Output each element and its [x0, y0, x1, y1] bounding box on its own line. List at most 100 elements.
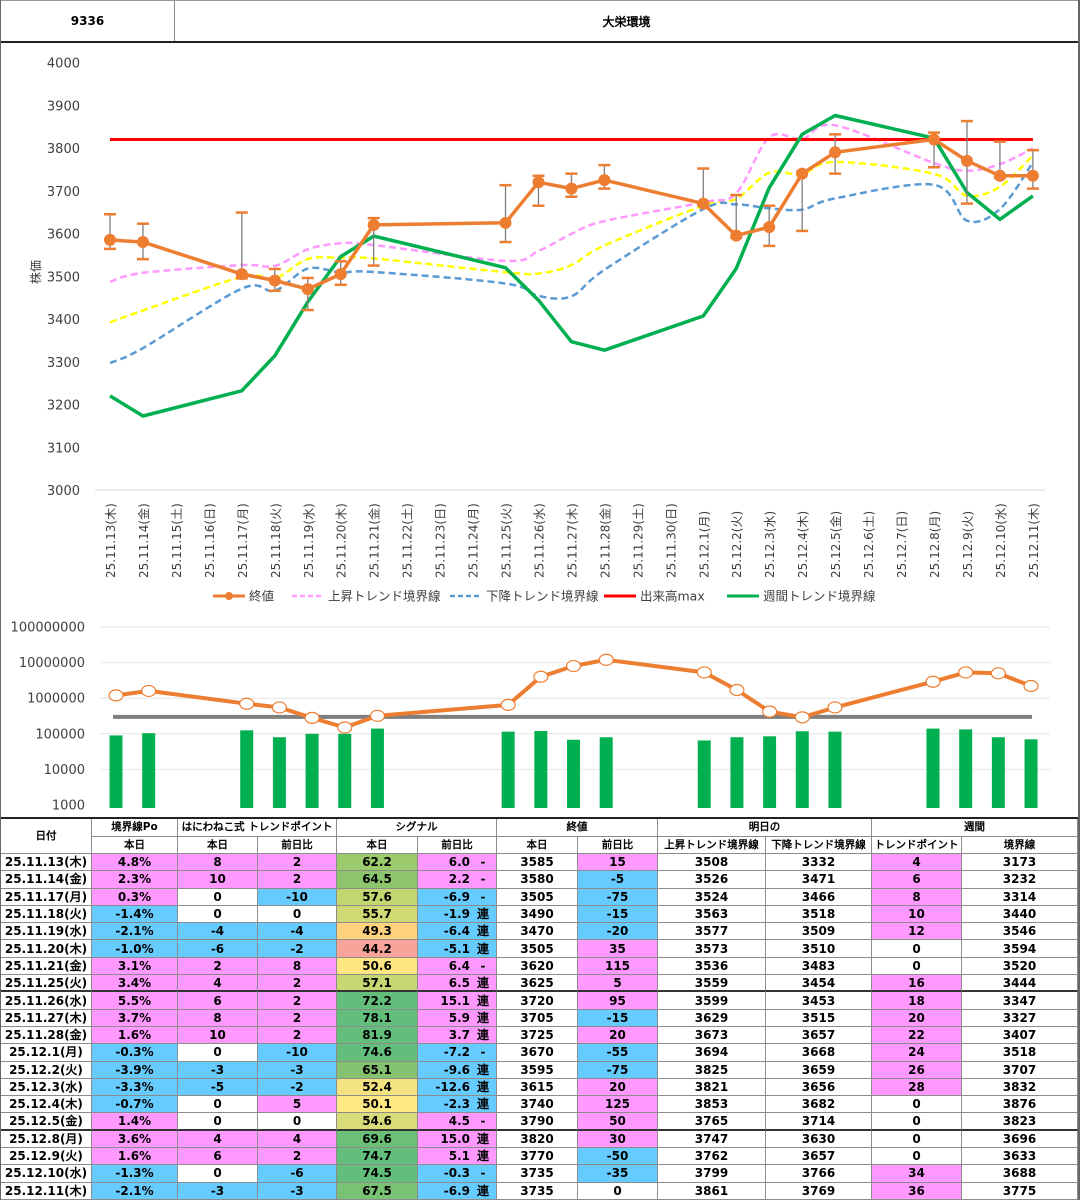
- volume-bar: [109, 735, 123, 808]
- cell-trend-point-diff: 2: [258, 1148, 337, 1166]
- cell-weekly-trend-point: 0: [872, 1130, 962, 1149]
- cell-boundary-po: -1.4%: [92, 905, 178, 924]
- cell-signal: 57.6: [337, 888, 418, 906]
- signal-diff-mark: -: [480, 1166, 486, 1181]
- volume-bar: [501, 731, 515, 808]
- cell-weekly-boundary: 3633: [962, 1148, 1078, 1166]
- x-tick-label: 25.11.14(金): [136, 503, 151, 578]
- cell-close-diff: 30: [578, 1130, 658, 1149]
- signal-diff-mark: 連: [476, 1097, 489, 1112]
- close-point: [993, 169, 1006, 182]
- signal-diff-mark: 連: [476, 1183, 489, 1198]
- cell-trend-point: -3: [178, 1061, 258, 1079]
- close-point: [301, 283, 314, 296]
- cell-close-diff: 50: [578, 1113, 658, 1131]
- cell-signal-diff: -1.9 連: [418, 905, 497, 924]
- cell-boundary-po: 1.4%: [92, 1113, 178, 1131]
- cell-close-diff: -55: [578, 1044, 658, 1062]
- cell-signal: 74.7: [337, 1148, 418, 1166]
- cell-date: 25.12.10(水): [1, 1165, 92, 1183]
- y-tick-label: 3300: [47, 356, 80, 371]
- signal-diff-value: -9.6: [443, 1062, 470, 1077]
- cell-close: 3620: [497, 957, 578, 976]
- close-point: [928, 133, 940, 146]
- volume-bar: [240, 730, 254, 808]
- header-close: 終値: [497, 819, 658, 837]
- close-point: [829, 146, 842, 159]
- signal-diff-value: 3.7: [448, 1028, 470, 1043]
- header-trend-point: はにわねこ式 トレンドポイント: [178, 819, 337, 837]
- cell-signal: 44.2: [337, 940, 418, 958]
- cell-trend-point-diff: -3: [258, 1061, 337, 1079]
- cell-upper-trend-line: 3694: [658, 1044, 766, 1062]
- cell-date: 25.12.11(木): [1, 1182, 92, 1200]
- signal-diff-mark: 連: [476, 975, 489, 990]
- cell-date: 25.11.27(木): [1, 1009, 92, 1027]
- cell-upper-trend-line: 3762: [658, 1148, 766, 1166]
- x-tick-label: 25.11.22(土): [401, 503, 415, 578]
- cell-weekly-trend-point: 0: [872, 957, 962, 976]
- cell-weekly-boundary: 3440: [962, 905, 1078, 924]
- subheader: 本日: [178, 837, 258, 854]
- error-bar: [1026, 148, 1039, 190]
- cell-trend-point: 0: [178, 1096, 258, 1114]
- x-tick-label: 25.11.16(日): [203, 503, 217, 578]
- subheader: 境界線: [962, 837, 1078, 854]
- signal-diff-value: -6.4: [443, 924, 470, 939]
- signal-diff-mark: 連: [476, 924, 489, 939]
- subheader: 前日比: [418, 837, 497, 854]
- cell-close: 3580: [497, 871, 578, 889]
- volume-bar: [1024, 739, 1038, 808]
- close-point: [499, 216, 512, 229]
- cell-close-diff: 115: [578, 957, 658, 976]
- volume-bar: [697, 740, 711, 808]
- cell-upper-trend-line: 3559: [658, 975, 766, 993]
- cell-signal: 78.1: [337, 1009, 418, 1027]
- error-bar: [499, 183, 512, 244]
- cell-signal: 65.1: [337, 1061, 418, 1079]
- header-date: 日付: [1, 819, 92, 854]
- cell-signal: 50.1: [337, 1096, 418, 1114]
- volume-line-point: [500, 698, 516, 711]
- cell-close-diff: -15: [578, 905, 658, 924]
- cell-weekly-trend-point: 28: [872, 1078, 962, 1097]
- cell-trend-point-diff: -2: [258, 1078, 337, 1097]
- x-tick-label: 25.11.27(木): [565, 503, 579, 578]
- cell-upper-trend-line: 3577: [658, 923, 766, 941]
- cell-upper-trend-line: 3853: [658, 1096, 766, 1114]
- cell-upper-trend-line: 3765: [658, 1113, 766, 1131]
- cell-weekly-trend-point: 0: [872, 1113, 962, 1131]
- cell-date: 25.11.21(金): [1, 957, 92, 976]
- x-tick-label: 25.12.3(水): [763, 511, 777, 578]
- cell-lower-trend-line: 3471: [766, 871, 872, 889]
- upper-trend-series-line: [109, 123, 1034, 284]
- cell-close: 3820: [497, 1130, 578, 1149]
- cell-close-diff: 15: [578, 854, 658, 872]
- cell-close-diff: 95: [578, 992, 658, 1010]
- cell-weekly-boundary: 3696: [962, 1130, 1078, 1149]
- close-point: [104, 233, 116, 246]
- cell-trend-point: 10: [178, 1026, 258, 1045]
- close-point: [136, 236, 149, 249]
- volume-line-point: [958, 666, 974, 679]
- subheader: 本日: [337, 837, 418, 854]
- cell-trend-point: 0: [178, 888, 258, 906]
- cell-close: 3740: [497, 1096, 578, 1114]
- x-tick-label: 25.12.11(木): [1027, 503, 1041, 578]
- cell-upper-trend-line: 3508: [658, 854, 766, 872]
- signal-diff-value: -6.9: [443, 889, 470, 904]
- volume-chart: 100000000 10000000 1000000 100000 10000 1000: [11, 621, 1050, 814]
- cell-boundary-po: 4.8%: [92, 854, 178, 872]
- close-point: [796, 167, 809, 180]
- signal-diff-mark: -: [480, 855, 486, 870]
- subheader: 本日: [92, 837, 178, 854]
- cell-signal: 67.5: [337, 1182, 418, 1200]
- cell-lower-trend-line: 3656: [766, 1078, 872, 1097]
- cell-signal: 72.2: [337, 992, 418, 1010]
- cell-boundary-po: -1.3%: [92, 1165, 178, 1183]
- cell-signal-diff: -9.6 連: [418, 1061, 497, 1079]
- y-tick-label: 3900: [47, 99, 80, 114]
- cell-date: 25.11.28(金): [1, 1026, 92, 1045]
- cell-date: 25.11.25(火): [1, 975, 92, 993]
- close-point: [763, 221, 776, 234]
